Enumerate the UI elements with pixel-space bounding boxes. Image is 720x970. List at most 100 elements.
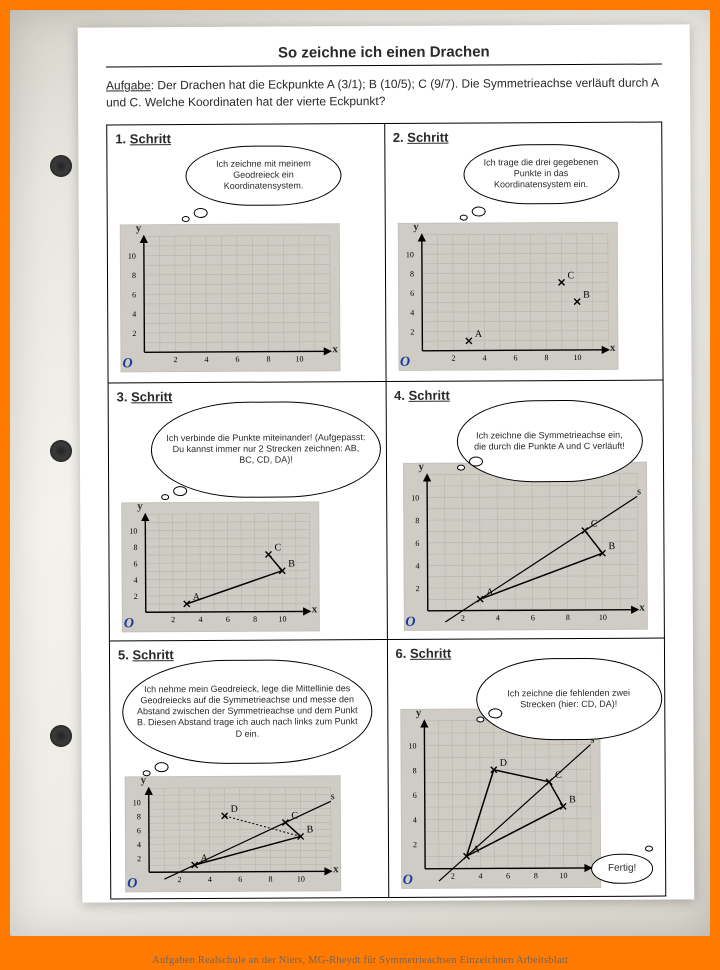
bubble-puff — [457, 464, 465, 470]
svg-text:8: 8 — [544, 353, 548, 362]
coordinate-graph: 224466881010 — [120, 223, 341, 372]
svg-text:C: C — [567, 270, 574, 281]
steps-grid: 1. Schritt 224466881010Ich zeichne mit m… — [106, 121, 666, 899]
x-axis-label: x — [332, 343, 338, 355]
coordinate-graph: 224466881010s A B C D — [125, 775, 342, 892]
page-title: So zeichne ich einen Drachen — [106, 43, 662, 68]
svg-text:B: B — [583, 289, 590, 300]
svg-text:8: 8 — [565, 613, 569, 622]
x-axis-label: x — [312, 603, 318, 615]
step-heading: 2. Schritt — [393, 128, 654, 144]
step-cell-2: 2. Schritt 224466881010 A B C Ich trage … — [385, 122, 664, 381]
y-axis-label: y — [136, 222, 142, 234]
svg-text:4: 4 — [412, 815, 416, 824]
bubble-puff — [182, 216, 190, 222]
punch-hole — [50, 725, 72, 747]
svg-text:A: A — [474, 329, 482, 340]
bubble-text: Ich zeichne die fehlenden zwei Strecken … — [489, 687, 649, 710]
thought-bubble: Ich verbinde die Punkte miteinander! (Au… — [151, 401, 381, 498]
svg-text:8: 8 — [533, 871, 537, 880]
bubble-puff — [468, 456, 482, 466]
svg-text:2: 2 — [132, 329, 136, 338]
thought-bubble: Ich zeichne die fehlenden zwei Strecken … — [476, 657, 662, 740]
svg-text:8: 8 — [268, 874, 272, 883]
origin-label: O — [124, 616, 134, 632]
bubble-puff — [488, 708, 502, 718]
svg-text:10: 10 — [129, 526, 137, 535]
x-axis-label: x — [610, 342, 616, 354]
svg-text:2: 2 — [451, 353, 455, 362]
svg-text:C: C — [555, 770, 562, 781]
svg-text:4: 4 — [410, 308, 414, 317]
task-lead: Aufgabe — [106, 78, 151, 92]
bubble-puff — [155, 762, 169, 772]
svg-text:8: 8 — [137, 812, 141, 821]
bubble-puff — [459, 214, 467, 220]
step-inner: 224466881010 A B C Ich trage die drei ge… — [393, 145, 655, 374]
svg-text:2: 2 — [171, 615, 175, 624]
bubble-puff — [471, 206, 485, 216]
svg-text:6: 6 — [226, 615, 230, 624]
bubble-puff — [143, 770, 151, 776]
svg-text:4: 4 — [198, 615, 202, 624]
origin-label: O — [405, 615, 415, 631]
y-axis-label: y — [416, 707, 422, 719]
step-inner: 224466881010Ich zeichne mit meinem Geodr… — [115, 147, 377, 376]
bubble-puff — [161, 494, 169, 500]
svg-text:10: 10 — [559, 871, 567, 880]
svg-text:2: 2 — [415, 584, 419, 593]
bubble-text: Ich nehme mein Geodreieck, lege die Mitt… — [135, 683, 359, 740]
task-text: Aufgabe: Der Drachen hat die Eckpunkte A… — [106, 75, 662, 113]
svg-text:2: 2 — [134, 592, 138, 601]
svg-text:4: 4 — [132, 309, 136, 318]
svg-text:6: 6 — [133, 559, 137, 568]
thought-bubble: Ich trage die drei gegebenen Punkte in d… — [463, 144, 619, 205]
svg-text:2: 2 — [460, 613, 464, 622]
bubble-puff — [645, 845, 653, 851]
svg-text:8: 8 — [412, 766, 416, 775]
svg-text:8: 8 — [253, 614, 257, 623]
y-axis-label: y — [137, 500, 143, 512]
svg-text:10: 10 — [133, 798, 141, 807]
step-cell-1: 1. Schritt 224466881010Ich zeichne mit m… — [107, 124, 386, 383]
svg-text:6: 6 — [132, 290, 136, 299]
svg-text:8: 8 — [409, 269, 413, 278]
bubble-puff — [476, 716, 484, 722]
svg-text:10: 10 — [408, 741, 416, 750]
svg-text:A: A — [472, 844, 480, 855]
worksheet-paper: So zeichne ich einen Drachen Aufgabe: De… — [78, 24, 695, 902]
svg-text:D: D — [499, 757, 506, 768]
svg-text:6: 6 — [137, 826, 141, 835]
svg-text:2: 2 — [410, 327, 414, 336]
svg-text:s: s — [331, 791, 335, 802]
step-inner: 224466881010s A B C D Ich nehme mein Geo… — [118, 663, 380, 892]
svg-text:6: 6 — [235, 355, 239, 364]
svg-text:8: 8 — [415, 516, 419, 525]
svg-text:4: 4 — [415, 561, 419, 570]
punch-hole — [50, 155, 72, 177]
svg-text:6: 6 — [412, 791, 416, 800]
coordinate-graph: 224466881010s A B C — [402, 461, 647, 630]
svg-text:10: 10 — [598, 613, 606, 622]
svg-text:B: B — [608, 541, 615, 552]
svg-text:6: 6 — [513, 353, 517, 362]
svg-text:4: 4 — [208, 875, 212, 884]
svg-text:10: 10 — [128, 251, 136, 260]
bubble-text: Ich verbinde die Punkte miteinander! (Au… — [164, 432, 368, 467]
step-heading: 6. Schritt — [395, 644, 656, 660]
svg-text:2: 2 — [177, 875, 181, 884]
svg-text:2: 2 — [450, 871, 454, 880]
svg-text:B: B — [569, 794, 576, 805]
svg-text:6: 6 — [415, 539, 419, 548]
svg-text:2: 2 — [173, 355, 177, 364]
bubble-puff — [173, 486, 187, 496]
svg-text:A: A — [193, 592, 201, 603]
svg-text:10: 10 — [278, 614, 286, 623]
origin-label: O — [400, 355, 410, 371]
step-cell-4: 4. Schritt 224466881010s A B C Ich zeich… — [386, 380, 665, 639]
svg-text:10: 10 — [297, 874, 305, 883]
svg-text:6: 6 — [530, 613, 534, 622]
svg-text:8: 8 — [132, 271, 136, 280]
svg-text:B: B — [288, 558, 295, 569]
thought-bubble: Ich zeichne die Symmetrieachse ein, die … — [456, 399, 642, 482]
